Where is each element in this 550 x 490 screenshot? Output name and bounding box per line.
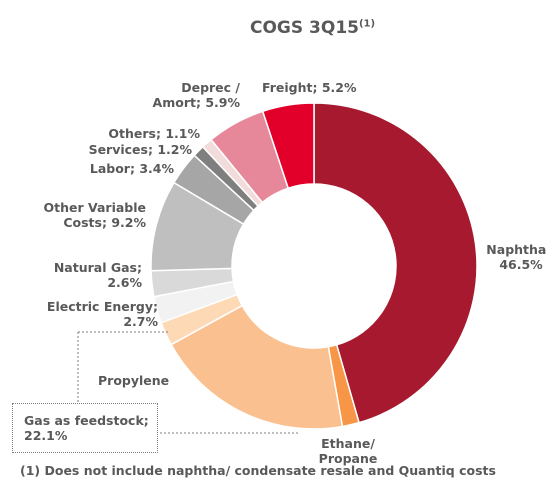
slice-freight <box>261 102 315 190</box>
slice-label-line: 2.7% <box>123 314 158 329</box>
slice-label-other-variable-costs: Other Variable Costs; 9.2% <box>20 200 146 230</box>
slice-label-natural-gas: Natural Gas; 2.6% <box>20 260 142 290</box>
slice-label-line: 2.6% <box>107 275 142 290</box>
slice-label-line: Amort; 5.9% <box>152 95 240 110</box>
slice-label-line: Ethane/ <box>321 436 375 451</box>
slice-label-labor: Labor; 3.4% <box>20 161 174 176</box>
chart-title: COGS 3Q15(1) <box>250 18 376 38</box>
slice-label-line: Naphtha ; <box>486 242 550 257</box>
slice-label-line: Propylene <box>98 373 170 388</box>
slice-label-line: 46.5% <box>499 257 543 272</box>
footnote: (1) Does not include naphtha/ condensate… <box>20 463 496 478</box>
slice-label-gas-as-feedstock: Gas as feedstock; 22.1% <box>24 413 154 443</box>
slice-naphtha <box>313 102 478 424</box>
slice-label-services: Services; 1.2% <box>20 142 192 157</box>
gas-feedstock-box <box>12 403 158 453</box>
slice-label-line: Gas as feedstock; <box>24 413 149 428</box>
slice-label-ethane-propane: Ethane/Propane <box>318 436 378 466</box>
slice-label-line: Propane <box>318 451 378 466</box>
slice-label-line: Natural Gas; <box>53 260 142 275</box>
slice-label-line: Freight; 5.2% <box>262 80 357 95</box>
slice-label-deprec-amort: Deprec / Amort; 5.9% <box>20 80 240 110</box>
slice-label-freight: Freight; 5.2% <box>262 80 382 95</box>
slice-label-others: Others; 1.1% <box>20 126 200 141</box>
slice-label-electric-energy: Electric Energy; 2.7% <box>20 299 158 329</box>
slice-label-line: Other Variable <box>43 200 146 215</box>
slice-label-propylene: Propylene <box>98 373 188 388</box>
slice-label-naphtha: Naphtha ; 46.5% <box>486 242 550 272</box>
slice-label-line: Electric Energy; <box>46 299 158 314</box>
slice-label-line: Others; 1.1% <box>108 126 200 141</box>
slice-label-line: Deprec / <box>181 80 240 95</box>
slice-label-line: Services; 1.2% <box>88 142 192 157</box>
slice-propylene <box>170 304 344 430</box>
slice-label-line: 22.1% <box>24 428 68 443</box>
slice-label-line: Labor; 3.4% <box>89 161 174 176</box>
slice-label-line: Costs; 9.2% <box>63 215 146 230</box>
